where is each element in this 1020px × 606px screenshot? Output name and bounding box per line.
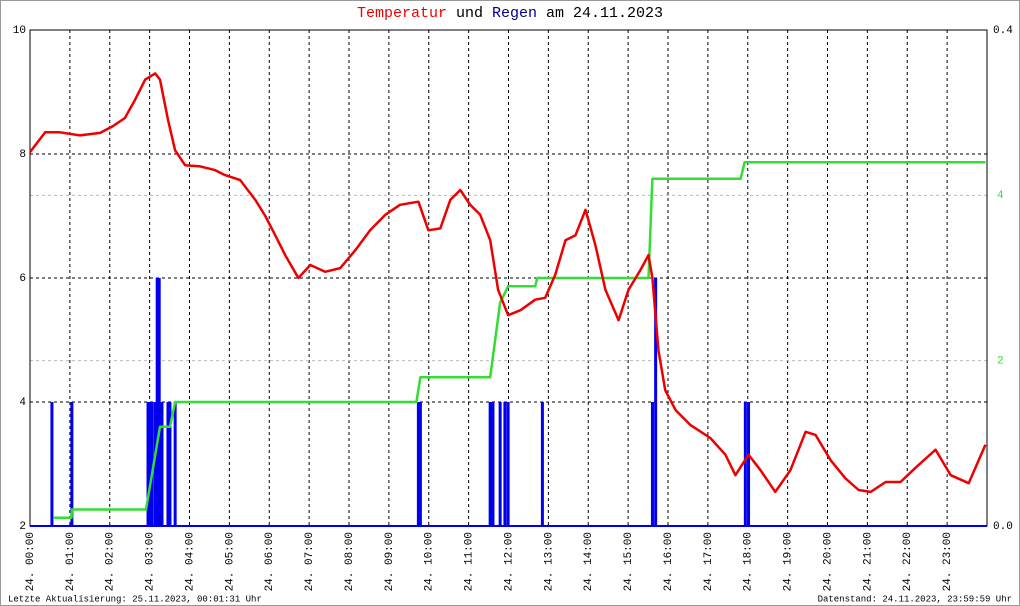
x-tick-label: 24. 21:00: [862, 532, 874, 591]
footer-left: Letzte Aktualisierung: 25.11.2023, 00:01…: [8, 594, 262, 604]
y-tick-label: 6: [19, 273, 26, 285]
y-tick-label: 4: [19, 397, 26, 409]
x-tick-label: 24. 23:00: [942, 532, 954, 591]
rain-bar: [416, 402, 420, 526]
temperature-line: [29, 72, 987, 494]
rain-bar: [506, 402, 510, 526]
y3-tick-label: 4: [997, 190, 1004, 202]
rain-bar: [150, 402, 154, 526]
x-tick-label: 24. 17:00: [703, 532, 715, 591]
rain-bar: [157, 278, 161, 526]
footer-right: Datenstand: 24.11.2023, 23:59:59 Uhr: [818, 594, 1012, 604]
x-tick-label: 24. 00:00: [25, 532, 37, 591]
x-tick-label: 24. 10:00: [424, 532, 436, 591]
x-tick-label: 24. 15:00: [623, 532, 635, 591]
y-tick-label: 8: [19, 149, 26, 161]
y2-tick-label: 0.0: [993, 521, 1013, 533]
y-tick-label: 2: [19, 521, 26, 533]
x-tick-label: 24. 03:00: [145, 532, 157, 591]
rain-bar: [491, 402, 495, 526]
rain-bar: [650, 402, 654, 526]
x-tick-label: 24. 05:00: [224, 532, 236, 591]
rain-bar: [173, 402, 177, 526]
rain-bar: [488, 402, 492, 526]
rain-bar: [70, 402, 74, 526]
x-tick-label: 24. 16:00: [663, 532, 675, 591]
x-tick-label: 24. 18:00: [743, 532, 755, 591]
rain-bar: [168, 402, 172, 526]
rain-bar: [498, 402, 502, 526]
title-rain: Regen: [492, 5, 537, 22]
rain-bar: [155, 278, 159, 526]
cumulative-rain-line: [53, 161, 986, 519]
rain-bar: [153, 402, 157, 526]
x-tick-label: 24. 06:00: [264, 532, 276, 591]
x-tick-label: 24. 12:00: [503, 532, 515, 591]
x-tick-label: 24. 04:00: [184, 532, 196, 591]
y3-tick-label: 2: [997, 356, 1004, 368]
y-tick-label: 10: [13, 25, 26, 37]
rain-bar: [540, 402, 544, 526]
x-tick-label: 24. 13:00: [543, 532, 555, 591]
x-tick-label: 24. 11:00: [464, 532, 476, 591]
x-tick-label: 24. 02:00: [105, 532, 117, 591]
rain-bar: [743, 402, 747, 526]
rain-bar: [146, 402, 150, 526]
x-tick-label: 24. 20:00: [822, 532, 834, 591]
x-tick-label: 24. 22:00: [902, 532, 914, 591]
chart-title: Temperatur und Regen am 24.11.2023: [357, 5, 663, 22]
rain-bar: [166, 402, 170, 526]
x-tick-label: 24. 14:00: [583, 532, 595, 591]
x-tick-label: 24. 08:00: [344, 532, 356, 591]
title-word: und: [456, 5, 483, 22]
title-temperature: Temperatur: [357, 5, 447, 22]
rain-bar: [50, 402, 54, 526]
rain-bar: [148, 402, 152, 526]
rain-bar: [747, 402, 751, 526]
rain-bar: [654, 278, 658, 526]
y2-tick-label: 0.4: [993, 25, 1013, 37]
rain-bar: [160, 402, 164, 526]
x-tick-label: 24. 09:00: [384, 532, 396, 591]
x-tick-label: 24. 07:00: [304, 532, 316, 591]
x-tick-label: 24. 19:00: [783, 532, 795, 591]
title-word: am 24.11.2023: [546, 5, 663, 22]
rain-bar: [418, 402, 422, 526]
rain-bar: [503, 402, 507, 526]
x-tick-label: 24. 01:00: [65, 532, 77, 591]
